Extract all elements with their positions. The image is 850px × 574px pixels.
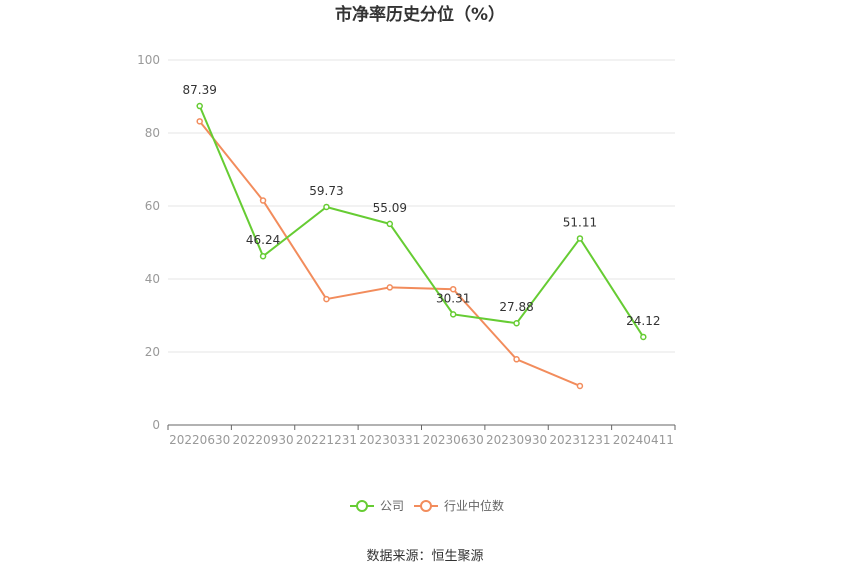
y-tick-label: 20	[145, 345, 160, 359]
data-source: 数据来源：恒生聚源	[366, 549, 483, 564]
data-point[interactable]	[386, 220, 394, 228]
legend[interactable]: 公司 行业中位数	[350, 498, 504, 513]
data-point[interactable]	[449, 311, 457, 318]
data-point[interactable]	[640, 333, 647, 341]
legend-marker	[420, 500, 432, 512]
chart-title: 市净率历史分位（%）	[335, 4, 505, 25]
data-label: 59.73	[309, 184, 343, 198]
data-point[interactable]	[576, 382, 584, 390]
y-axis: 0 20 40 60 80 100	[137, 53, 160, 432]
data-point[interactable]	[259, 197, 267, 204]
x-axis: 20220630 20220930 20221231 20230331 20230630…	[167, 424, 676, 447]
data-point[interactable]	[323, 203, 330, 211]
series-layer	[196, 102, 647, 390]
series-line-1	[198, 120, 581, 387]
x-tick-label: 20221231	[296, 433, 357, 447]
data-point[interactable]	[513, 319, 520, 327]
data-labels: 87.39 46.24 59.73 55.09 30.31 27.88 51.11 24.12	[183, 83, 661, 328]
y-tick-label: 100	[137, 53, 160, 67]
data-point[interactable]	[323, 295, 330, 303]
x-tick-label: 20240411	[613, 433, 674, 447]
data-point[interactable]	[576, 235, 584, 242]
legend-marker	[356, 500, 368, 512]
x-tick-label: 20220630	[169, 433, 230, 447]
data-label: 55.09	[373, 201, 407, 215]
y-tick-label: 0	[152, 418, 160, 432]
data-label: 24.12	[626, 314, 660, 328]
legend-item-1[interactable]: 行业中位数	[414, 498, 504, 513]
x-tick-label: 20230930	[486, 433, 547, 447]
y-tick-label: 60	[145, 199, 160, 213]
data-point[interactable]	[259, 252, 267, 260]
grid-lines	[168, 59, 675, 353]
data-label: 46.24	[246, 233, 280, 247]
x-tick-label: 20220930	[233, 433, 294, 447]
series-line-0	[198, 105, 645, 338]
data-point[interactable]	[449, 285, 457, 293]
legend-label: 行业中位数	[444, 498, 504, 513]
data-label: 51.11	[563, 215, 597, 229]
data-label: 27.88	[499, 300, 533, 314]
y-tick-label: 40	[145, 272, 160, 286]
legend-item-0[interactable]: 公司	[350, 499, 404, 513]
y-tick-label: 80	[145, 126, 160, 140]
data-label: 30.31	[436, 291, 470, 305]
legend-label: 公司	[380, 499, 404, 513]
data-point[interactable]	[386, 284, 394, 291]
x-tick-label: 20230331	[359, 433, 420, 447]
x-tick-label: 20230630	[423, 433, 484, 447]
data-point[interactable]	[513, 356, 520, 363]
x-tick-label: 20231231	[549, 433, 610, 447]
data-label: 87.39	[183, 83, 217, 97]
data-point[interactable]	[196, 102, 203, 110]
data-point[interactable]	[196, 118, 203, 125]
